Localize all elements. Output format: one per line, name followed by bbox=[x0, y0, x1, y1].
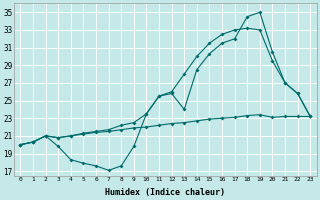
X-axis label: Humidex (Indice chaleur): Humidex (Indice chaleur) bbox=[105, 188, 225, 197]
